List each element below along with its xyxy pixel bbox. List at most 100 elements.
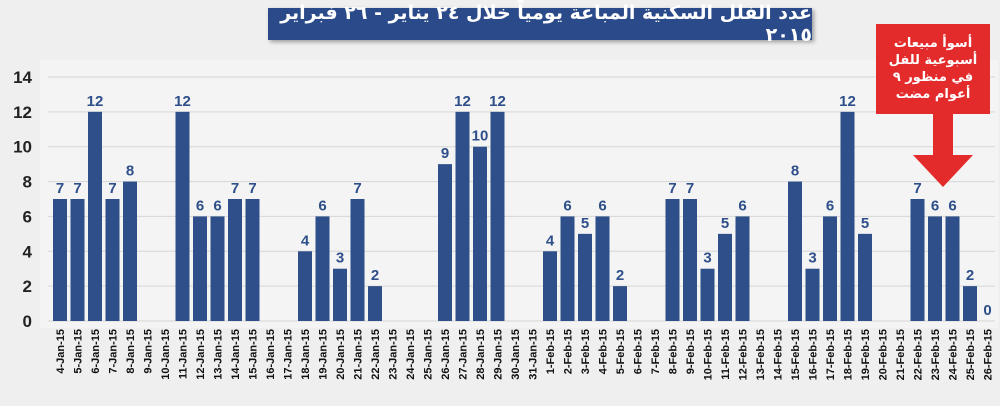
x-tick-label: 17-Jan-15 (283, 329, 295, 380)
data-label: 7 (248, 180, 256, 197)
data-label: 7 (668, 180, 676, 197)
x-tick-label: 18-Jan-15 (300, 329, 312, 380)
bar (963, 286, 977, 321)
y-tick-label: 0 (23, 312, 32, 331)
annotation-line: أسوأ مبيعات (893, 36, 973, 51)
x-tick-label: 28-Jan-15 (475, 329, 487, 380)
bar (193, 216, 207, 321)
data-label: 12 (489, 93, 506, 110)
x-tick-label: 27-Jan-15 (458, 329, 470, 380)
data-label: 6 (598, 197, 606, 214)
x-tick-label: 5-Jan-15 (73, 329, 85, 374)
x-tick-label: 23-Feb-15 (930, 329, 942, 380)
x-tick-label: 23-Jan-15 (388, 329, 400, 380)
data-label: 6 (931, 197, 939, 214)
bar (350, 199, 365, 321)
data-label: 6 (563, 197, 571, 214)
bar (578, 233, 592, 321)
x-tick-label: 8-Jan-15 (125, 329, 137, 374)
data-label: 7 (56, 180, 64, 197)
x-tick-label: 12-Feb-15 (738, 329, 750, 380)
bar (928, 216, 942, 321)
data-label: 6 (213, 197, 221, 214)
x-tick-label: 8-Feb-15 (668, 329, 680, 374)
bar (683, 199, 697, 321)
y-tick-label: 4 (23, 242, 33, 261)
x-tick-label: 3-Feb-15 (580, 329, 592, 374)
annotation-line: أعوام مضت (895, 87, 971, 102)
bar (438, 164, 452, 321)
bar (543, 251, 557, 321)
data-label: 12 (87, 93, 104, 110)
data-label: 5 (581, 215, 589, 232)
data-label: 7 (913, 180, 921, 197)
x-tick-label: 13-Jan-15 (213, 329, 225, 380)
arrow-shaft (933, 113, 953, 155)
bar (595, 216, 610, 321)
bar (70, 199, 85, 321)
x-tick-label: 22-Jan-15 (370, 329, 382, 380)
x-tick-label: 4-Jan-15 (55, 329, 67, 374)
data-label: 12 (454, 93, 471, 110)
data-label: 6 (318, 197, 326, 214)
bar (210, 216, 225, 321)
x-tick-label: 16-Jan-15 (265, 329, 277, 380)
data-label: 3 (703, 250, 711, 267)
x-tick-label: 12-Jan-15 (195, 329, 207, 380)
bar (123, 181, 137, 321)
bar (823, 216, 837, 321)
x-tick-label: 4-Feb-15 (598, 329, 610, 374)
annotation-callout: أسوأ مبيعات أسبوعية للفل في منظور ٩ أعوا… (876, 24, 990, 114)
x-tick-label: 18-Feb-15 (843, 329, 855, 380)
bar (228, 199, 242, 321)
annotation-line: في منظور ٩ (892, 70, 974, 85)
bar (298, 251, 312, 321)
bar (473, 146, 487, 321)
x-tick-label: 25-Jan-15 (423, 329, 435, 380)
bar (945, 216, 960, 321)
x-tick-label: 31-Jan-15 (528, 329, 540, 380)
data-label: 7 (73, 180, 81, 197)
x-tick-label: 15-Feb-15 (790, 329, 802, 380)
x-tick-label: 26-Jan-15 (440, 329, 452, 380)
y-tick-label: 14 (13, 68, 32, 87)
data-label: 10 (472, 128, 489, 145)
bar (368, 286, 382, 321)
bar (175, 111, 190, 321)
bar (910, 199, 925, 321)
bar (53, 199, 67, 321)
x-tick-label: 29-Jan-15 (493, 329, 505, 380)
bar (700, 268, 715, 321)
x-tick-label: 10-Jan-15 (160, 329, 172, 380)
x-tick-label: 30-Jan-15 (510, 329, 522, 380)
x-tick-label: 14-Jan-15 (230, 329, 242, 380)
bar (613, 286, 627, 321)
x-tick-label: 19-Feb-15 (860, 329, 872, 380)
x-tick-label: 6-Feb-15 (633, 329, 645, 374)
data-label: 0 (983, 302, 991, 319)
bar (315, 216, 330, 321)
x-tick-label: 21-Feb-15 (895, 329, 907, 380)
x-tick-label: 14-Feb-15 (773, 329, 785, 380)
x-tick-label: 24-Feb-15 (948, 329, 960, 380)
bar (455, 111, 470, 321)
x-tick-label: 11-Feb-15 (720, 329, 732, 380)
x-tick-label: 2-Feb-15 (563, 329, 575, 374)
x-tick-label: 21-Jan-15 (353, 329, 365, 380)
annotation-line: أسبوعية للفل (888, 53, 978, 68)
data-label: 12 (839, 93, 856, 110)
x-tick-label: 25-Feb-15 (965, 329, 977, 380)
data-label: 3 (808, 250, 816, 267)
x-tick-label: 20-Feb-15 (878, 329, 890, 380)
arrow-head (913, 155, 973, 187)
bar (805, 268, 820, 321)
bar (560, 216, 575, 321)
bar (840, 111, 855, 321)
y-tick-label: 10 (13, 138, 32, 157)
data-label: 7 (231, 180, 239, 197)
data-label: 9 (441, 145, 449, 162)
bar (490, 111, 505, 321)
x-tick-label: 7-Jan-15 (108, 329, 120, 374)
data-label: 7 (353, 180, 361, 197)
